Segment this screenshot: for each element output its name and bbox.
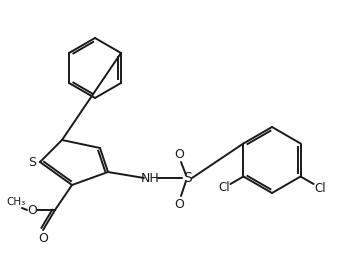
Text: CH₃: CH₃ xyxy=(6,197,26,207)
Text: O: O xyxy=(38,232,48,244)
Text: O: O xyxy=(27,204,37,216)
Text: Cl: Cl xyxy=(315,182,326,194)
Text: O: O xyxy=(174,199,184,211)
Text: S: S xyxy=(28,156,36,168)
Text: S: S xyxy=(184,171,193,185)
Text: Cl: Cl xyxy=(219,181,230,194)
Text: O: O xyxy=(174,148,184,161)
Text: NH: NH xyxy=(141,172,159,184)
